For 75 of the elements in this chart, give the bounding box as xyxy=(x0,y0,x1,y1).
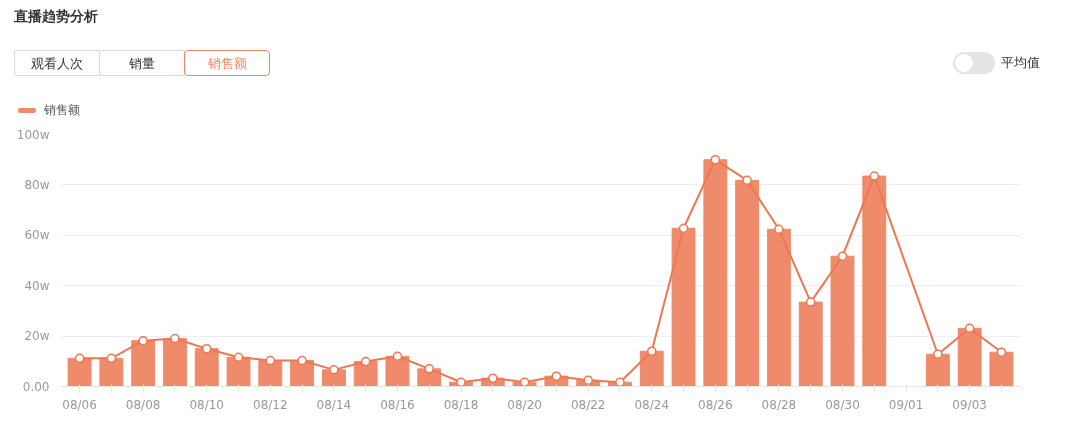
bar xyxy=(194,348,219,387)
point xyxy=(488,373,498,383)
point xyxy=(201,343,212,354)
point xyxy=(774,224,784,234)
point xyxy=(360,356,371,367)
x-tick-label: 08/30 xyxy=(825,397,860,412)
bar xyxy=(226,356,251,387)
x-tick-label: 09/03 xyxy=(952,397,987,412)
y-tick-label: 40w xyxy=(24,278,50,293)
bar xyxy=(385,355,410,387)
text: 销售额 xyxy=(184,50,270,76)
text: 平均值 xyxy=(1001,53,1040,72)
x-tick-label: 08/08 xyxy=(125,397,161,412)
point xyxy=(456,377,466,387)
point xyxy=(106,353,117,364)
x-tick-label: 08/06 xyxy=(62,397,97,412)
text: 销量 xyxy=(99,50,185,76)
bar xyxy=(735,179,760,387)
bar xyxy=(830,255,855,387)
point xyxy=(742,175,752,186)
bar xyxy=(798,301,823,387)
text: 观看人次 xyxy=(14,50,100,76)
point xyxy=(583,375,593,385)
bar xyxy=(639,350,664,387)
x-tick-label: 08/22 xyxy=(570,397,606,412)
bar xyxy=(957,327,982,387)
point xyxy=(297,355,307,366)
y-tick-label: 100w xyxy=(16,127,50,142)
bar xyxy=(162,338,187,387)
point xyxy=(615,377,625,387)
x-tick-label: 08/28 xyxy=(761,397,797,412)
x-tick-label: 08/14 xyxy=(316,397,352,412)
point xyxy=(138,335,148,346)
x-tick-label: 08/18 xyxy=(443,397,479,412)
bar xyxy=(925,353,950,387)
x-tick-label: 08/24 xyxy=(634,397,670,412)
x-tick-label: 09/01 xyxy=(888,397,924,412)
point xyxy=(551,371,562,381)
point xyxy=(392,351,403,361)
point xyxy=(424,364,434,374)
bar xyxy=(353,361,378,387)
y-tick-label: 60w xyxy=(24,228,50,243)
point xyxy=(933,349,943,359)
point xyxy=(837,251,848,261)
x-tick-label: 08/20 xyxy=(507,397,542,412)
point xyxy=(519,377,530,387)
x-tick-label: 08/12 xyxy=(253,397,288,412)
point xyxy=(647,346,657,356)
x-tick-label: 08/10 xyxy=(189,397,225,412)
bar xyxy=(989,351,1014,387)
point xyxy=(329,365,339,375)
point xyxy=(265,355,276,366)
legend-label: 销售额 xyxy=(44,102,80,119)
bar xyxy=(99,357,124,387)
y-tick-label: 80w xyxy=(24,177,50,192)
point xyxy=(678,223,689,233)
bar xyxy=(67,357,92,387)
bar xyxy=(131,340,156,387)
y-tick-label: 20w xyxy=(24,329,50,344)
point xyxy=(170,333,180,344)
x-tick-label: 08/26 xyxy=(698,397,733,412)
point xyxy=(964,323,975,334)
point xyxy=(74,353,85,364)
point xyxy=(710,154,721,165)
bar xyxy=(703,159,728,387)
x-tick-label: 08/16 xyxy=(380,397,415,412)
bar xyxy=(671,227,696,387)
bar xyxy=(766,228,791,387)
chart-title: 直播趋势分析 xyxy=(14,7,98,26)
point xyxy=(233,352,244,363)
bar xyxy=(862,175,887,387)
point xyxy=(869,171,880,181)
point xyxy=(996,347,1007,357)
point xyxy=(805,297,816,307)
y-tick-label: 0.00 xyxy=(22,379,50,394)
